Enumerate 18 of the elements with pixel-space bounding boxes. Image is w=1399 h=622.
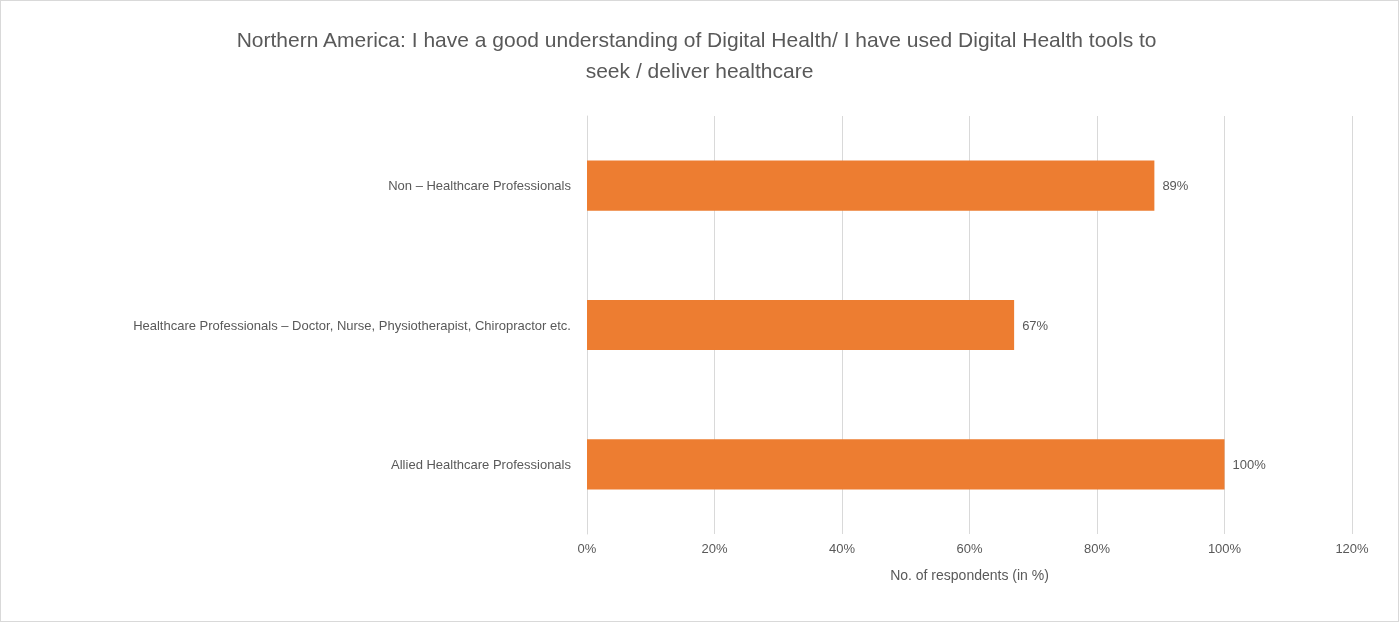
data-label: 100% xyxy=(1232,456,1267,472)
x-tick-label: 0% xyxy=(577,541,597,556)
data-label: 89% xyxy=(1162,178,1189,194)
y-tick-label: Allied Healthcare Professionals xyxy=(391,456,572,472)
x-tick-label: 80% xyxy=(1083,541,1111,556)
x-axis-title: No. of respondents (in %) xyxy=(890,567,1049,583)
x-tick-label: 100% xyxy=(1207,541,1242,556)
bar xyxy=(587,160,1155,211)
y-tick-label: Healthcare Professionals – Doctor, Nurse, Physiotherapist, Chiropractor etc. xyxy=(133,317,571,333)
x-tick-label: 60% xyxy=(956,541,983,556)
bar xyxy=(587,299,1015,351)
chart-title: Northern America: I have a good understanding of Digital Health/ I have used Digital Health tools to seek / deliver healthcare xyxy=(236,28,1163,82)
bar xyxy=(587,439,1225,490)
x-tick-label: 20% xyxy=(701,541,728,556)
x-tick-label: 40% xyxy=(828,541,856,556)
data-label: 67% xyxy=(1022,317,1049,333)
y-tick-label: Non – Healthcare Professionals xyxy=(388,178,572,194)
x-tick-label: 120% xyxy=(1335,541,1370,556)
